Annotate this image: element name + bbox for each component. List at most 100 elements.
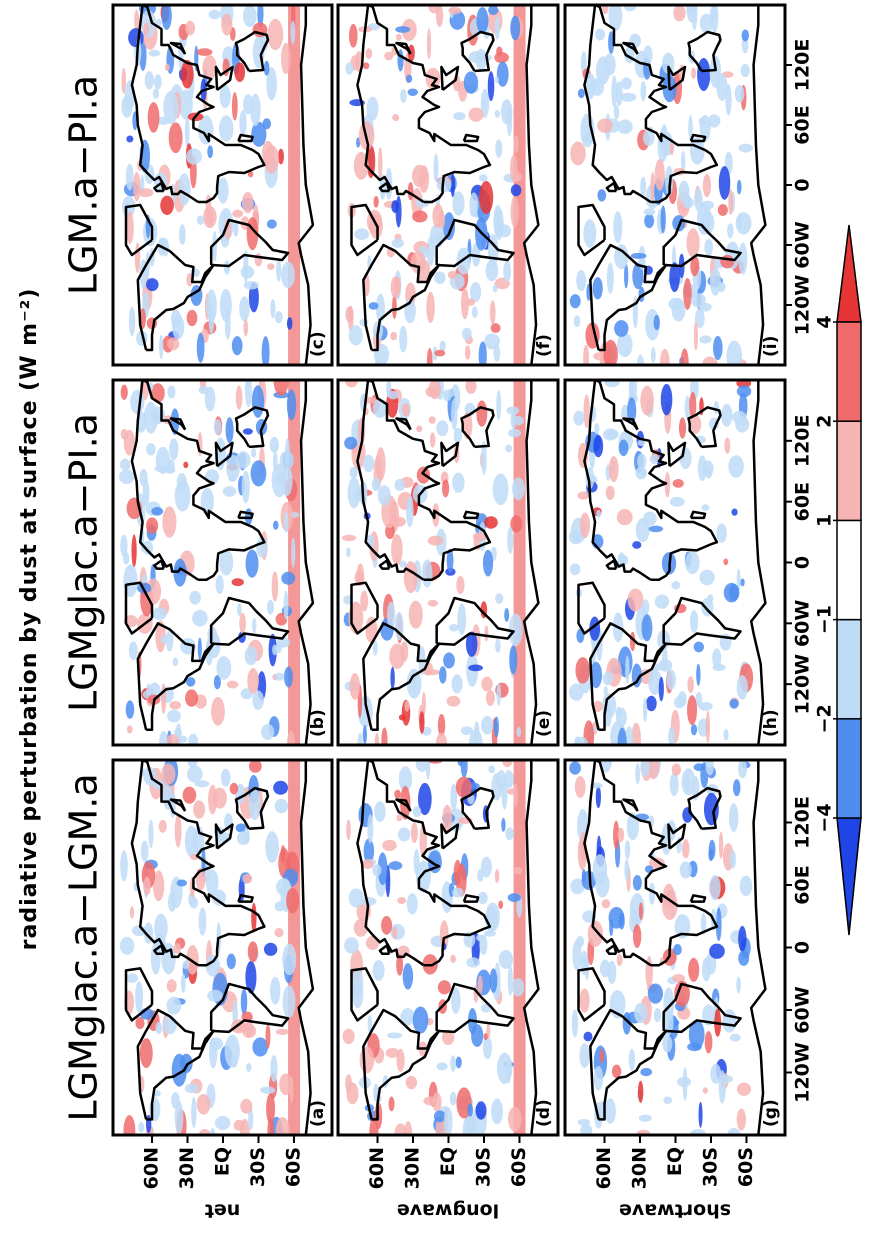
shade (483, 1033, 488, 1041)
shade (631, 663, 642, 688)
shade (281, 465, 293, 497)
shade (602, 428, 618, 441)
shade (507, 964, 513, 996)
column-title: LGMglac.a−PI.a (62, 413, 106, 712)
shade (455, 1056, 462, 1069)
shade (455, 776, 472, 798)
shade (617, 119, 633, 135)
panel-label: (h) (761, 709, 781, 737)
shade (252, 690, 264, 710)
coastline (749, 380, 767, 745)
shade (653, 663, 664, 671)
coastline (214, 441, 234, 468)
shade (573, 410, 585, 426)
shade (477, 891, 488, 905)
shade (654, 158, 665, 191)
shade (688, 115, 693, 141)
panel-label: (e) (534, 710, 554, 737)
shade (704, 238, 714, 256)
shade (274, 310, 283, 324)
shade (399, 560, 407, 568)
shade (637, 439, 646, 446)
shade (182, 786, 197, 804)
colorbar-label: −2 (814, 704, 836, 733)
shade (604, 380, 620, 388)
shade (570, 141, 586, 166)
shade (130, 389, 145, 415)
shade (250, 460, 267, 487)
coastline (130, 760, 266, 967)
shade (472, 532, 487, 542)
shade (415, 760, 430, 772)
shade (646, 695, 657, 712)
shade (707, 594, 714, 603)
shade (631, 722, 641, 745)
shade (166, 979, 177, 993)
shade (169, 438, 179, 461)
shade (617, 727, 627, 745)
shade (218, 115, 234, 142)
map-field (338, 380, 558, 745)
shade (635, 466, 647, 480)
shade (386, 1032, 403, 1039)
shade (186, 309, 198, 327)
shade (599, 959, 611, 978)
shade (738, 950, 750, 966)
shade (213, 419, 222, 436)
shade (640, 1067, 653, 1077)
shade (707, 114, 721, 128)
shade (687, 695, 698, 726)
shade (671, 299, 686, 322)
shade (568, 529, 582, 545)
shade (162, 506, 177, 538)
shade (290, 20, 296, 45)
coastline (237, 894, 254, 903)
shade (185, 148, 202, 165)
shade (368, 302, 379, 310)
colorbar-extend-high (836, 224, 862, 323)
shade (720, 254, 735, 269)
shade (723, 728, 729, 741)
panel-label: (f) (534, 334, 554, 357)
shade (251, 902, 257, 933)
shade (429, 432, 436, 448)
shade (653, 314, 660, 331)
shade (392, 926, 398, 939)
shade (450, 783, 458, 812)
shade (437, 980, 451, 995)
shade (354, 228, 370, 240)
shade (388, 861, 403, 871)
shade (453, 112, 466, 121)
shade (729, 698, 739, 709)
shade (736, 385, 752, 398)
shade (620, 92, 637, 102)
shade (274, 927, 284, 938)
shade (391, 200, 399, 213)
shade (122, 552, 130, 565)
shade (265, 1024, 271, 1049)
shade (654, 594, 670, 609)
shade (663, 987, 675, 1021)
shade (410, 822, 418, 843)
shade (632, 874, 642, 891)
shade (510, 15, 521, 41)
shade (594, 28, 606, 41)
shade (681, 839, 690, 859)
shade (662, 1035, 673, 1053)
shade (135, 981, 144, 1014)
shade (128, 641, 138, 661)
shade (364, 273, 370, 297)
shade (587, 920, 604, 947)
coastline (124, 967, 154, 1022)
shade (184, 1083, 199, 1094)
shade (604, 704, 612, 728)
shade (207, 145, 214, 159)
shade (435, 1115, 446, 1135)
shade (437, 713, 446, 737)
shade (179, 1053, 193, 1074)
shade (178, 224, 186, 245)
shade (698, 117, 707, 126)
shade (270, 1055, 278, 1083)
x-tick-label: 120W (792, 1042, 814, 1103)
shade (715, 907, 722, 942)
